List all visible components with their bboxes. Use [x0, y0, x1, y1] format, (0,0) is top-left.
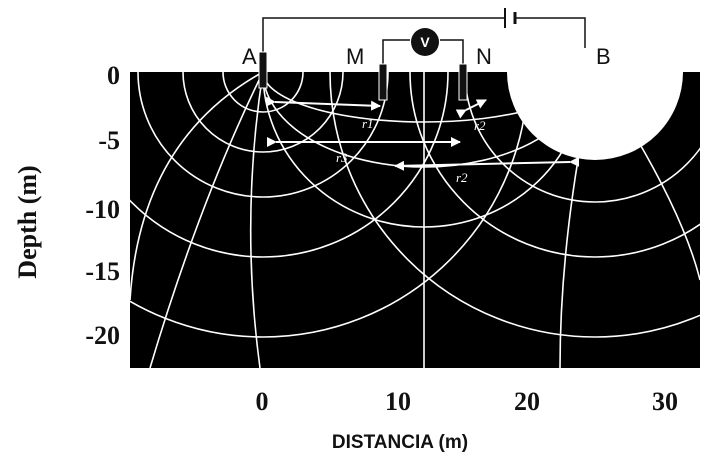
x-tick-label: 30 [652, 387, 678, 416]
distance-label: r1 [362, 116, 374, 131]
electrode-label: M [346, 44, 364, 69]
diagram: V A M N B r1 r2 r3 r2 0 -5 -10 -15 -20 D… [0, 0, 709, 467]
voltmeter-label: V [420, 34, 430, 50]
y-tick-label: -5 [98, 126, 120, 155]
y-axis-title: Depth (m) [13, 165, 42, 278]
electrode-label: A [242, 44, 257, 69]
x-tick-label: 20 [514, 387, 540, 416]
x-tick-label: 10 [385, 387, 411, 416]
distance-label: r2 [456, 170, 468, 185]
electrode-label: N [476, 44, 492, 69]
x-axis-title: DISTANCIA (m) [332, 432, 468, 453]
y-tick-label: -20 [85, 321, 120, 350]
electrode-label: B [596, 44, 611, 69]
y-tick-label: 0 [107, 61, 120, 90]
distance-label: r3 [336, 150, 348, 165]
y-tick-label: -10 [85, 195, 120, 224]
distance-label: r2 [474, 118, 486, 133]
y-tick-label: -15 [85, 257, 120, 286]
x-tick-label: 0 [256, 387, 269, 416]
